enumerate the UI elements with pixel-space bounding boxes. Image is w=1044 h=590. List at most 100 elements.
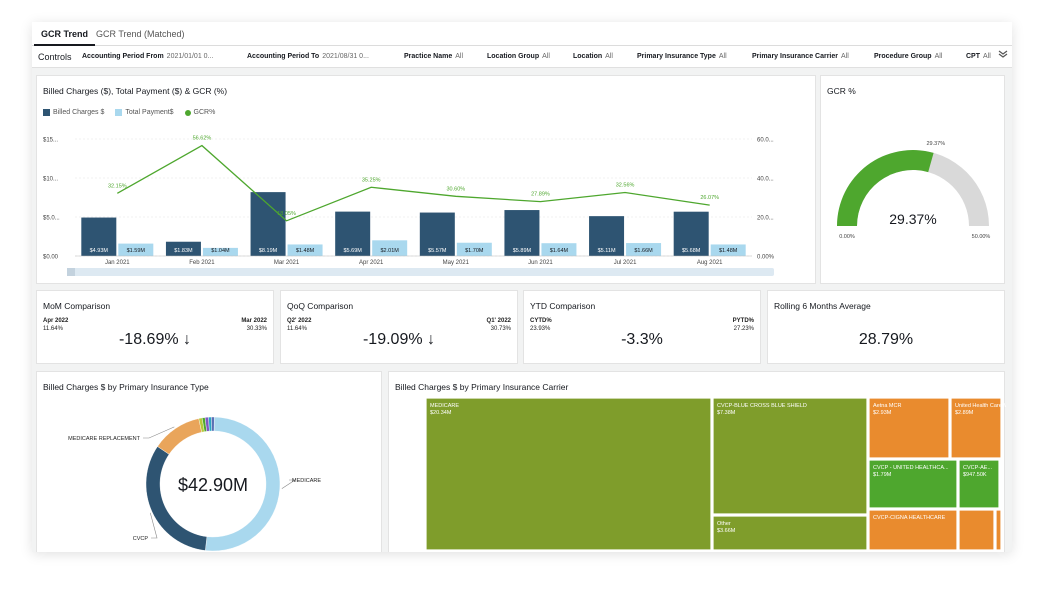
bar-billed [589, 216, 625, 256]
bar-payment [456, 242, 492, 256]
gauge-fill [837, 149, 934, 226]
legend-label-gcr[interactable]: GCR% [193, 109, 216, 116]
filter-value: All [934, 53, 943, 60]
gcr-point-label: 32.56% [616, 183, 635, 189]
filter-label: Procedure Group [874, 53, 932, 60]
insurance-type-donut[interactable]: $42.90M MEDICARE CVCP MEDICARE REPLACEMENT [37, 372, 383, 552]
bar-payment [372, 240, 408, 256]
gcr-point-label: 56.62% [193, 136, 212, 142]
treemap-cell [712, 397, 868, 515]
tab-gcr-trend-matched[interactable]: GCR Trend (Matched) [96, 29, 185, 39]
x-tick-label: May 2021 [443, 260, 470, 266]
bar-label-payment: $2.01M [381, 248, 400, 254]
kpi-ytd-delta: -3.3% [621, 331, 663, 348]
bar-billed [81, 217, 117, 256]
gauge-value: 29.37% [889, 211, 936, 227]
donut-slice [157, 418, 202, 455]
bar-label-billed: $5.89M [513, 248, 532, 254]
x-tick-label: Jul 2021 [614, 260, 637, 266]
kpi-qoq-left-label: Q2' 2022 [287, 318, 312, 324]
treemap-cell-label: Other [717, 521, 731, 527]
trend-legend: Billed Charges $ Total Payment$ GCR% [43, 109, 215, 116]
double-chevron-down-icon[interactable] [998, 49, 1008, 62]
donut-slice-label: MEDICARE REPLACEMENT [68, 436, 140, 442]
gcr-line [116, 144, 710, 222]
filter-value: 2021/01/01 0... [166, 53, 214, 60]
bar-payment [710, 244, 746, 256]
kpi-ytd-card: YTD Comparison CYTD% 23.93% PYTD% 27.23%… [523, 290, 761, 364]
treemap-cell-value: $2.89M [955, 410, 974, 416]
trend-chart-title: Billed Charges ($), Total Payment ($) & … [43, 86, 228, 96]
x-tick-label: Mar 2021 [274, 260, 300, 266]
insurance-carrier-treemap[interactable]: MEDICARE$20.34M CVCP-BLUE CROSS BLUE SHIE… [389, 372, 1006, 552]
kpi-qoq-title: QoQ Comparison [287, 301, 354, 311]
filter-practice-name[interactable]: Practice Name All [404, 46, 463, 68]
bar-label-billed: $5.11M [598, 248, 616, 254]
x-tick-label: Jun 2021 [528, 260, 553, 266]
gcr-point-label: 30.60% [446, 186, 465, 192]
filter-location-group[interactable]: Location Group All [487, 46, 550, 68]
filter-location[interactable]: Location All [573, 46, 613, 68]
treemap-cell-label: CVCP-CIGNA HEALTHCARE [873, 515, 946, 521]
filter-label: CPT [966, 53, 980, 60]
bar-billed [419, 212, 455, 256]
treemap-cell-label: CVCP-AE... [963, 465, 993, 471]
legend-label-payment[interactable]: Total Payment$ [125, 109, 174, 116]
kpi-rolling-value: 28.79% [858, 331, 914, 348]
filter-value: All [983, 53, 991, 60]
sheet-tabs: GCR Trend GCR Trend (Matched) [32, 22, 1012, 46]
insurance-type-card: Billed Charges $ by Primary Insurance Ty… [36, 371, 382, 552]
filter-procedure-group[interactable]: Procedure Group All [874, 46, 942, 68]
filter-accounting-period-to[interactable]: Accounting Period To 2021/08/31 0... [247, 46, 369, 68]
bar-label-payment: $1.59M [127, 248, 146, 254]
treemap-cell [958, 459, 1000, 509]
treemap-cell [868, 459, 958, 509]
treemap-cell-label: CVCP-BLUE CROSS BLUE SHIELD [717, 403, 807, 409]
gauge-min-label: 0.00% [839, 234, 855, 240]
gcr-gauge[interactable]: 29.37% 0.00% 50.00% 29.37% [821, 76, 1006, 285]
treemap-cell-value: $7.38M [717, 410, 736, 416]
filter-value: All [455, 53, 464, 60]
y2-tick-label: 20.0... [757, 216, 774, 222]
kpi-qoq-right-value: 30.73% [490, 326, 511, 332]
filter-primary-insurance-type[interactable]: Primary Insurance Type All [637, 46, 727, 68]
x-tick-label: Jan 2021 [105, 260, 130, 266]
filter-cpt[interactable]: CPT All [966, 46, 991, 68]
filter-label: Accounting Period To [247, 53, 320, 60]
treemap-cell [425, 397, 712, 551]
treemap-cell [868, 509, 958, 551]
filter-label: Primary Insurance Carrier [752, 53, 838, 60]
filter-label: Location Group [487, 53, 540, 60]
donut-leader-line [281, 479, 297, 489]
kpi-qoq-right-label: Q1' 2022 [486, 318, 511, 324]
y-tick-label: $10... [43, 177, 58, 183]
bar-payment [202, 247, 238, 256]
y2-tick-label: 0.00% [757, 255, 775, 261]
filter-value: All [542, 53, 550, 60]
kpi-qoq-delta: -19.09% ↓ [362, 331, 436, 348]
filter-value: 2021/08/31 0... [322, 53, 369, 60]
filter-accounting-period-from[interactable]: Accounting Period From 2021/01/01 0... [82, 46, 213, 68]
legend-label-billed[interactable]: Billed Charges $ [53, 109, 105, 116]
insurance-type-title: Billed Charges $ by Primary Insurance Ty… [43, 382, 209, 392]
x-tick-label: Aug 2021 [697, 260, 723, 266]
gcr-point-label: 18.05% [277, 211, 296, 217]
dashboard-frame: GCR Trend GCR Trend (Matched) Controls A… [32, 22, 1012, 552]
controls-title[interactable]: Controls [38, 52, 72, 62]
donut-leader-line [143, 426, 175, 439]
kpi-ytd-right-label: PYTD% [732, 318, 754, 324]
filter-label: Accounting Period From [82, 53, 164, 60]
donut-slice-label: MEDICARE [292, 478, 321, 484]
bar-label-payment: $1.66M [634, 248, 653, 254]
bar-label-billed: $4.93M [90, 248, 109, 254]
filter-label: Location [573, 53, 603, 60]
legend-swatch-billed [43, 109, 50, 116]
bar-billed [335, 211, 371, 256]
bar-label-billed: $5.68M [682, 248, 701, 254]
kpi-mom-delta: -18.69% ↓ [118, 331, 192, 348]
tab-gcr-trend[interactable]: GCR Trend [34, 22, 96, 46]
trend-chart[interactable]: $15... $10... $5.0... $0.00 60.0... 40.0... 20… [37, 76, 817, 285]
treemap-cell-value: $20.34M [430, 410, 452, 416]
filter-primary-insurance-carrier[interactable]: Primary Insurance Carrier All [752, 46, 849, 68]
kpi-ytd-left-value: 23.93% [530, 326, 551, 332]
